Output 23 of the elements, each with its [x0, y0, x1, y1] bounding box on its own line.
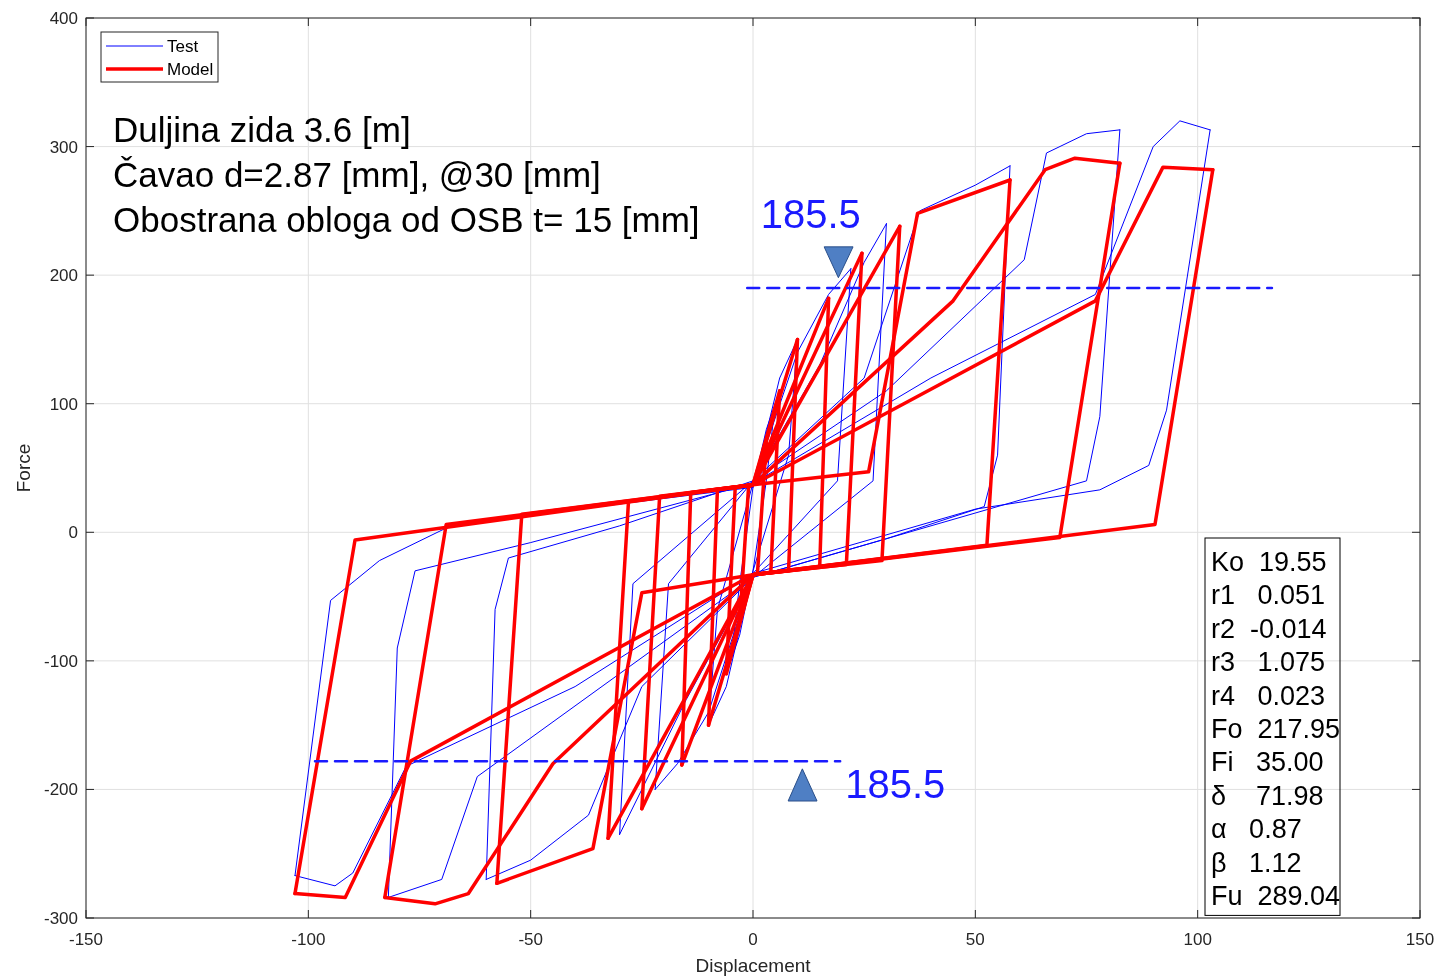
x-axis-title: Displacement	[695, 955, 812, 976]
x-tick-label: 0	[748, 930, 758, 949]
y-tick-label: -200	[43, 780, 78, 800]
y-tick-label: 0	[68, 523, 78, 543]
x-tick-label: 100	[1183, 930, 1212, 949]
annotation: 185.5	[845, 762, 946, 807]
y-tick-label: 100	[49, 394, 78, 414]
legend-label: Model	[167, 60, 214, 79]
annotation: 185.5	[760, 191, 861, 236]
y-tick-label: -100	[43, 651, 78, 671]
legend-label: Test	[167, 37, 199, 56]
x-tick-label: -50	[518, 930, 543, 949]
x-tick-label: 50	[965, 930, 985, 949]
x-tick-label: -100	[291, 930, 326, 949]
x-tick-label: 150	[1405, 930, 1434, 949]
y-axis-title: Force	[13, 443, 34, 493]
y-tick-label: 200	[49, 266, 78, 286]
text: Ko 19.55 r1 0.051 r2 -0.014 r3 1.075 r4 0.023 Fo 217.95 Fi 35.00 δ 71.98 α 0.87 β 1.12 Fu 289.04	[1211, 547, 1341, 911]
y-tick-label: -300	[43, 909, 78, 928]
x-tick-label: -150	[68, 930, 104, 949]
y-tick-label: 400	[49, 9, 78, 28]
y-tick-label: 300	[49, 137, 78, 157]
annotation: Duljina zida 3.6 [m] Čavao d=2.87 [mm], @30 [mm] Obostrana obloga od OSB t= 15 [mm]	[113, 110, 700, 239]
